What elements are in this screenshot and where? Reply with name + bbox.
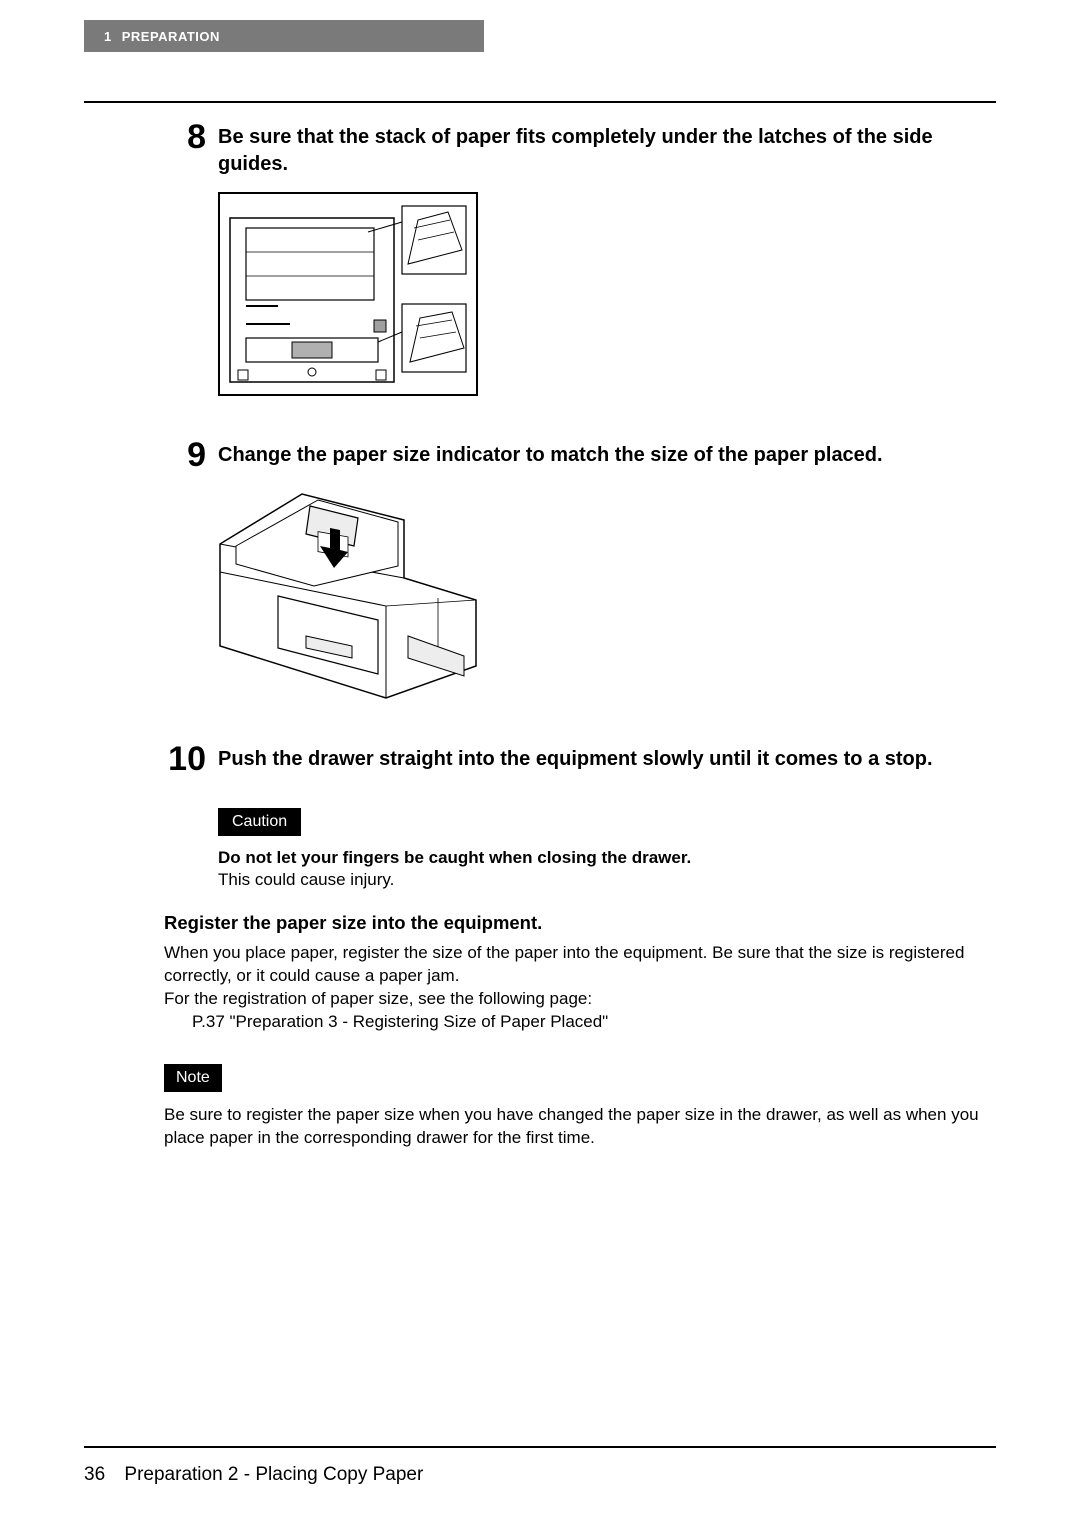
step-8: 8 Be sure that the stack of paper fits c…	[164, 118, 996, 178]
register-heading: Register the paper size into the equipme…	[164, 912, 996, 934]
step-num-9: 9	[164, 436, 218, 472]
note-label: Note	[164, 1064, 222, 1092]
register-section: Register the paper size into the equipme…	[164, 912, 996, 1034]
register-p1: When you place paper, register the size …	[164, 942, 996, 988]
note-text: Be sure to register the paper size when …	[164, 1104, 996, 1150]
caution-block: Caution Do not let your fingers be caugh…	[218, 808, 996, 890]
note-block: Note Be sure to register the paper size …	[164, 1064, 996, 1150]
footer-page-num: 36	[84, 1464, 105, 1486]
caution-bold-text: Do not let your fingers be caught when c…	[218, 848, 996, 868]
step-num-10: 10	[164, 740, 218, 776]
register-ref: P.37 "Preparation 3 - Registering Size o…	[164, 1011, 996, 1034]
rule-top	[84, 101, 996, 103]
caution-label: Caution	[218, 808, 301, 836]
figure-step-9	[218, 486, 996, 700]
figure-step-8	[218, 192, 996, 396]
step-9: 9 Change the paper size indicator to mat…	[164, 436, 996, 472]
step-text-10: Push the drawer straight into the equipm…	[218, 740, 933, 773]
footer-title: Preparation 2 - Placing Copy Paper	[124, 1464, 423, 1485]
page-content: 8 Be sure that the stack of paper fits c…	[164, 118, 996, 1150]
chapter-header: 1 PREPARATION	[84, 20, 484, 52]
step-text-8: Be sure that the stack of paper fits com…	[218, 118, 996, 178]
step-text-9: Change the paper size indicator to match…	[218, 436, 883, 469]
register-p2: For the registration of paper size, see …	[164, 988, 996, 1011]
caution-plain-text: This could cause injury.	[218, 870, 996, 890]
step-10: 10 Push the drawer straight into the equ…	[164, 740, 996, 776]
step-num-8: 8	[164, 118, 218, 154]
page-footer: 36 Preparation 2 - Placing Copy Paper	[84, 1464, 423, 1486]
rule-bottom	[84, 1446, 996, 1448]
chapter-title: PREPARATION	[122, 29, 220, 44]
chapter-num: 1	[104, 29, 112, 44]
